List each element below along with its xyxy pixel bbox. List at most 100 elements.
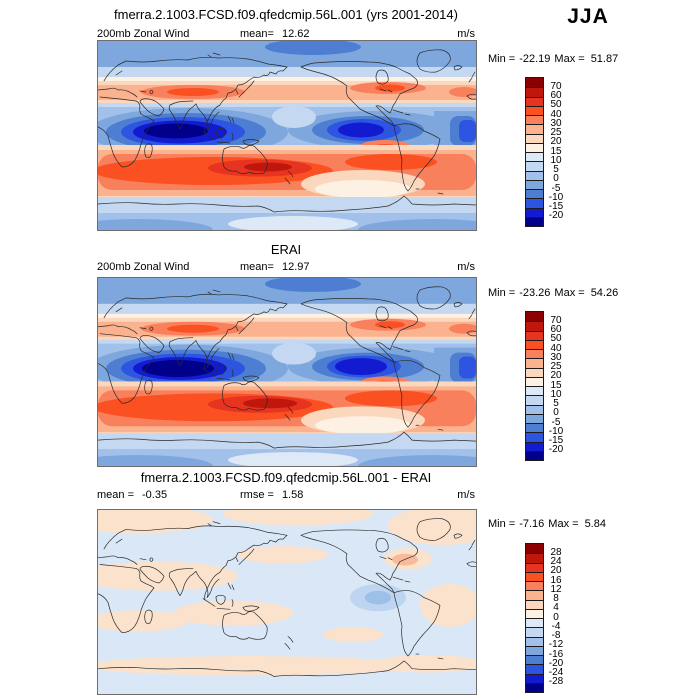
colorbar-segment: [526, 664, 543, 674]
colorbar-tick-label: -5: [551, 416, 561, 428]
colorbar-segment: [526, 413, 543, 423]
panel3-colorbar: 28 24 20 16 12 8 4 0 -4 -8 -12 -16 -20 -24 -28: [525, 543, 585, 693]
colorbar-segment: [526, 87, 543, 97]
colorbar-tick-label: -20: [548, 657, 564, 669]
colorbar-segment: [526, 562, 543, 572]
colorbar-segment: [526, 198, 543, 208]
colorbar-tick-label: 15: [550, 145, 562, 157]
colorbar-segment: [526, 636, 543, 646]
panel2-min-value: -23.26: [519, 287, 551, 299]
panel1-field-label: 200mb Zonal Wind: [97, 28, 190, 40]
panel2-max-label: Max =: [554, 287, 585, 299]
colorbar-tick-label: 0: [553, 407, 559, 419]
colorbar-tick-label: 0: [553, 611, 559, 623]
colorbar-segment: [526, 627, 543, 637]
colorbar-segment: [526, 376, 543, 386]
panel2-title: ERAI: [270, 242, 302, 257]
panel1-title: fmerra.2.1003.FCSD.f09.qfedcmip.56L.001 …: [114, 7, 458, 22]
panel1-min-label: Min =: [488, 53, 516, 65]
colorbar-tick-label: -5: [551, 182, 561, 194]
colorbar-tick-label: -12: [548, 639, 564, 651]
colorbar-tick-label: 20: [550, 136, 562, 148]
colorbar-segment: [526, 450, 543, 460]
colorbar-tick-label: 40: [550, 108, 562, 120]
colorbar-segment: [526, 133, 543, 143]
panel1-mean-value: 12.62: [281, 28, 310, 40]
map-difference-200mb-zonal-wind: [97, 509, 477, 695]
colorbar-segment: [526, 330, 543, 340]
colorbar-tick-label: 10: [550, 388, 562, 400]
colorbar-tick-label: 50: [550, 99, 562, 111]
colorbar-segment: [526, 599, 543, 609]
panel3-title: fmerra.2.1003.FCSD.f09.qfedcmip.56L.001 …: [140, 470, 432, 485]
colorbar-segment: [526, 655, 543, 665]
colorbar-segment: [526, 358, 543, 368]
colorbar-segment: [526, 78, 543, 88]
colorbar-segment: [526, 432, 543, 442]
panel1-colorbar: 70 60 50 40 30 25 20 15 10 5 0 -5 -10 -15 -20: [525, 77, 585, 227]
colorbar-tick-label: 5: [553, 398, 559, 409]
colorbar-tick-label: 24: [550, 556, 562, 567]
colorbar-segment: [526, 673, 543, 683]
colorbar-tick-label: 50: [550, 333, 562, 345]
panel3-minmax: Min = -7.16 Max = 5.84: [488, 518, 610, 530]
colorbar-segment: [526, 115, 543, 125]
panel3-min-label: Min =: [488, 518, 516, 530]
colorbar-tick-label: 5: [553, 164, 559, 175]
colorbar-segment: [526, 618, 543, 628]
panel1-minmax: Min = -22.19 Max = 51.87: [488, 53, 622, 65]
colorbar-segment: [526, 189, 543, 199]
colorbar-tick-label: 4: [553, 602, 559, 614]
colorbar-tick-label: 30: [550, 117, 562, 129]
panel3-mean-value: -0.35: [142, 489, 168, 501]
colorbar-segment: [526, 339, 543, 349]
colorbar-tick-label: -15: [548, 435, 564, 446]
panel2-field-label: 200mb Zonal Wind: [97, 261, 190, 273]
panel2-mean-value: 12.97: [281, 261, 310, 273]
panel1-mean: mean= 12.62: [240, 28, 309, 40]
colorbar-segment: [526, 645, 543, 655]
colorbar-segment: [526, 161, 543, 171]
panel1-mean-label: mean=: [240, 28, 274, 40]
panel3-min-value: -7.16: [519, 518, 545, 530]
colorbar-tick-label: -10: [548, 425, 564, 437]
colorbar-segment: [526, 367, 543, 377]
panel2-mean-label: mean=: [240, 261, 274, 273]
colorbar-segment: [526, 349, 543, 359]
colorbar-segment: [526, 386, 543, 396]
colorbar-tick-label: -10: [548, 191, 564, 203]
colorbar-segment: [526, 423, 543, 433]
colorbar-segment: [526, 571, 543, 581]
colorbar-tick-label: -28: [548, 676, 564, 688]
panel3-colorbar-swatches: [525, 543, 544, 693]
colorbar-tick-label: -20: [548, 444, 564, 456]
panel2-max-value: 54.26: [590, 287, 619, 299]
panel1-max-label: Max =: [554, 53, 585, 65]
colorbar-segment: [526, 96, 543, 106]
colorbar-segment: [526, 207, 543, 217]
season-label: JJA: [567, 5, 609, 28]
panel2-subtitle-row: 200mb Zonal Wind mean= 12.97 m/s: [97, 261, 475, 275]
map-model-200mb-zonal-wind: [97, 40, 477, 231]
panel3-rmse: rmse = 1.58: [240, 489, 303, 501]
colorbar-segment: [526, 544, 543, 554]
panel2-colorbar: 70 60 50 40 30 25 20 15 10 5 0 -5 -10 -15 -20: [525, 311, 585, 461]
colorbar-segment: [526, 124, 543, 134]
colorbar-tick-label: 20: [550, 370, 562, 382]
colorbar-tick-label: 15: [550, 379, 562, 391]
colorbar-tick-label: 30: [550, 351, 562, 363]
colorbar-segment: [526, 608, 543, 618]
colorbar-segment: [526, 395, 543, 405]
colorbar-tick-label: -4: [551, 620, 561, 632]
colorbar-segment: [526, 682, 543, 692]
colorbar-tick-label: 16: [550, 574, 562, 586]
colorbar-tick-label: 60: [550, 324, 562, 335]
panel3-rmse-value: 1.58: [281, 489, 304, 501]
colorbar-tick-label: 8: [553, 593, 559, 604]
panel1-max-value: 51.87: [590, 53, 619, 65]
colorbar-tick-label: -16: [548, 648, 564, 660]
colorbar-tick-label: -15: [548, 201, 564, 212]
panel3-units: m/s: [457, 489, 475, 501]
panel3-max-value: 5.84: [584, 518, 606, 530]
